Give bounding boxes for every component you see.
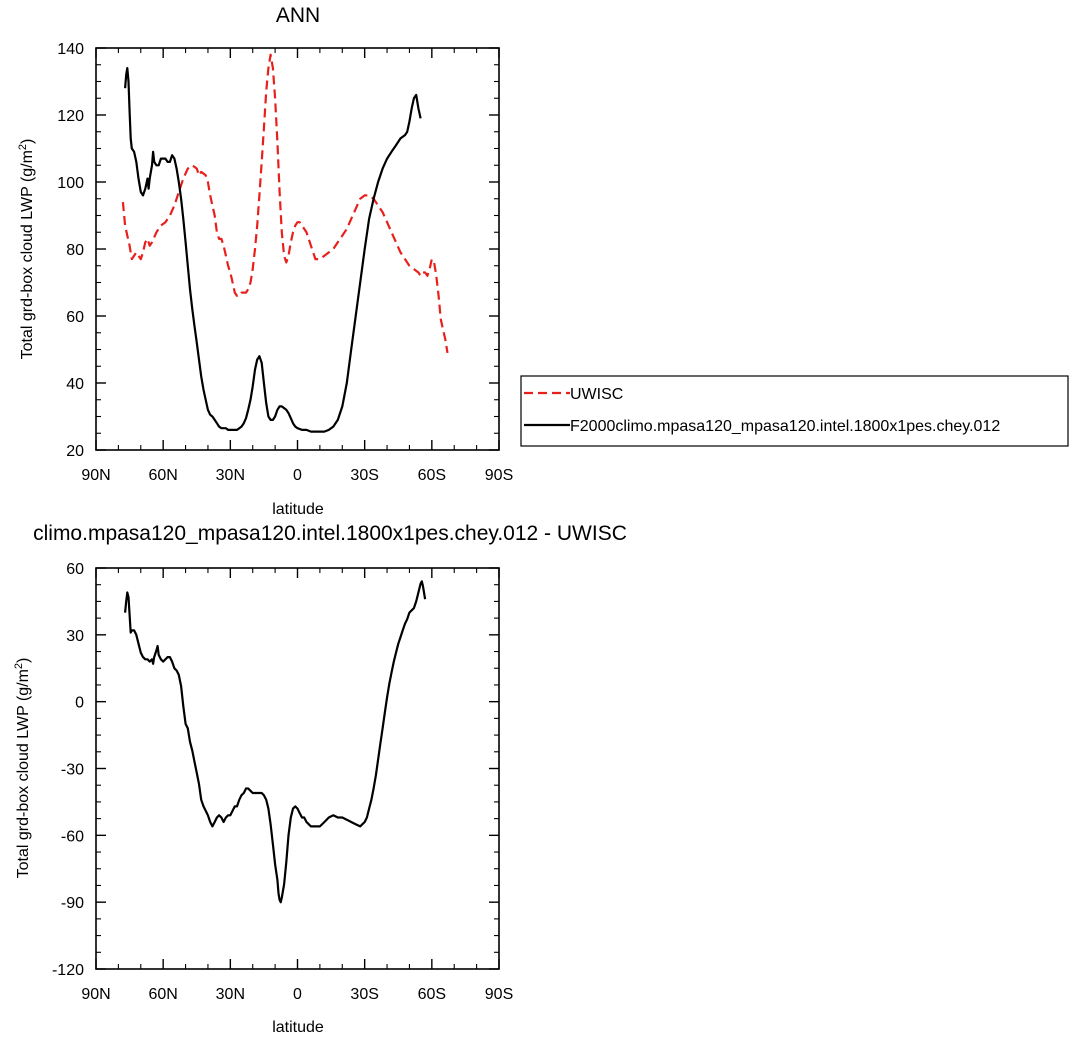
legend-label-uwisc: UWISC (570, 386, 623, 403)
x-tick-label-4: 30S (350, 467, 378, 484)
top-y-axis-label-close: ) (19, 139, 36, 144)
bottom-y-axis: -120 -90 -60 -30 0 30 60 (52, 561, 499, 979)
top-x-axis: 90N 60N 30N 0 30S 60S 90S (81, 48, 513, 484)
y-tick-label-3: -30 (61, 762, 84, 779)
series-line-0-0 (121, 53, 449, 354)
top-y-axis: 20 40 60 80 100 120 140 (57, 41, 499, 460)
top-y-axis-label-main: Total grd-box cloud LWP (g/m (19, 150, 36, 359)
top-series-group (121, 53, 449, 433)
bottom-chart-title: climo.mpasa120_mpasa120.intel.1800x1pes.… (33, 522, 627, 545)
top-y-axis-label: Total grd-box cloud LWP (g/m2) (17, 139, 36, 360)
y-tick-label-4: 100 (57, 175, 84, 192)
series-line-0-1 (124, 67, 422, 433)
series-line-1-0 (124, 580, 427, 904)
bottom-series-group (124, 580, 427, 904)
x-tick-label-2: 30N (216, 986, 245, 1003)
bottom-plot-frame (95, 567, 500, 970)
x-tick-label-5: 60S (418, 986, 446, 1003)
y-tick-label-1: -90 (61, 895, 84, 912)
x-tick-label-6: 90S (485, 467, 513, 484)
x-tick-label-3: 0 (293, 986, 302, 1003)
y-tick-label-2: 60 (66, 309, 84, 326)
top-y-axis-label-sup: 2 (17, 144, 29, 150)
x-tick-label-0: 90N (81, 467, 110, 484)
bottom-y-axis-label: Total grd-box cloud LWP (g/m2) (13, 658, 32, 879)
y-tick-label-4: 0 (75, 695, 84, 712)
x-tick-label-1: 60N (148, 986, 177, 1003)
x-tick-label-0: 90N (81, 986, 110, 1003)
bottom-x-axis: 90N 60N 30N 0 30S 60S 90S (81, 568, 513, 1003)
bottom-y-axis-label-main: Total grd-box cloud LWP (g/m (15, 669, 32, 878)
y-tick-label-6: 60 (66, 561, 84, 578)
bottom-x-axis-label: latitude (272, 1019, 324, 1036)
x-tick-label-4: 30S (350, 986, 378, 1003)
bottom-panel: climo.mpasa120_mpasa120.intel.1800x1pes.… (13, 522, 627, 1036)
legend-label-model: F2000climo.mpasa120_mpasa120.intel.1800x… (570, 418, 1000, 435)
top-x-axis-label: latitude (272, 501, 324, 518)
x-tick-label-3: 0 (293, 467, 302, 484)
y-tick-label-0: 20 (66, 443, 84, 460)
x-tick-label-2: 30N (216, 467, 245, 484)
x-tick-label-1: 60N (148, 467, 177, 484)
bottom-y-axis-label-close: ) (15, 658, 32, 663)
y-tick-label-2: -60 (61, 828, 84, 845)
x-tick-label-6: 90S (485, 986, 513, 1003)
bottom-y-axis-label-sup: 2 (13, 663, 25, 669)
y-tick-label-5: 30 (66, 628, 84, 645)
legend-box (520, 375, 1069, 447)
y-tick-label-1: 40 (66, 376, 84, 393)
top-plot-frame (95, 47, 500, 451)
y-tick-label-5: 120 (57, 108, 84, 125)
y-tick-label-3: 80 (66, 242, 84, 259)
top-chart-title: ANN (276, 4, 320, 27)
legend: UWISC F2000climo.mpasa120_mpasa120.intel… (520, 375, 1069, 447)
x-tick-label-5: 60S (418, 467, 446, 484)
y-tick-label-6: 140 (57, 41, 84, 58)
y-tick-label-0: -120 (52, 962, 84, 979)
